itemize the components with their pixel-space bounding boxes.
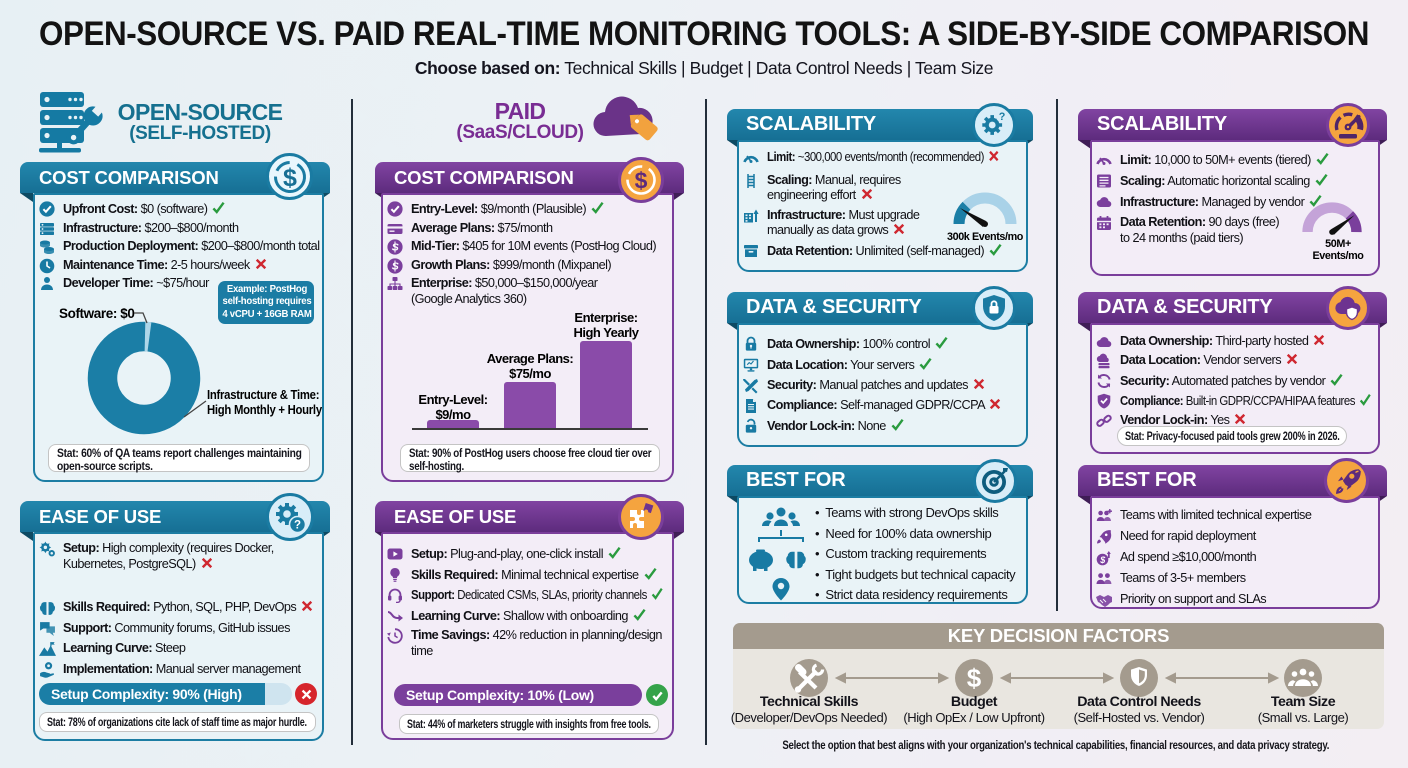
svg-text:?: ? [294,520,301,532]
svg-text:$: $ [283,164,297,192]
svg-text:?: ? [999,111,1006,123]
svg-text:$: $ [635,168,648,194]
svg-text:$: $ [967,663,982,693]
